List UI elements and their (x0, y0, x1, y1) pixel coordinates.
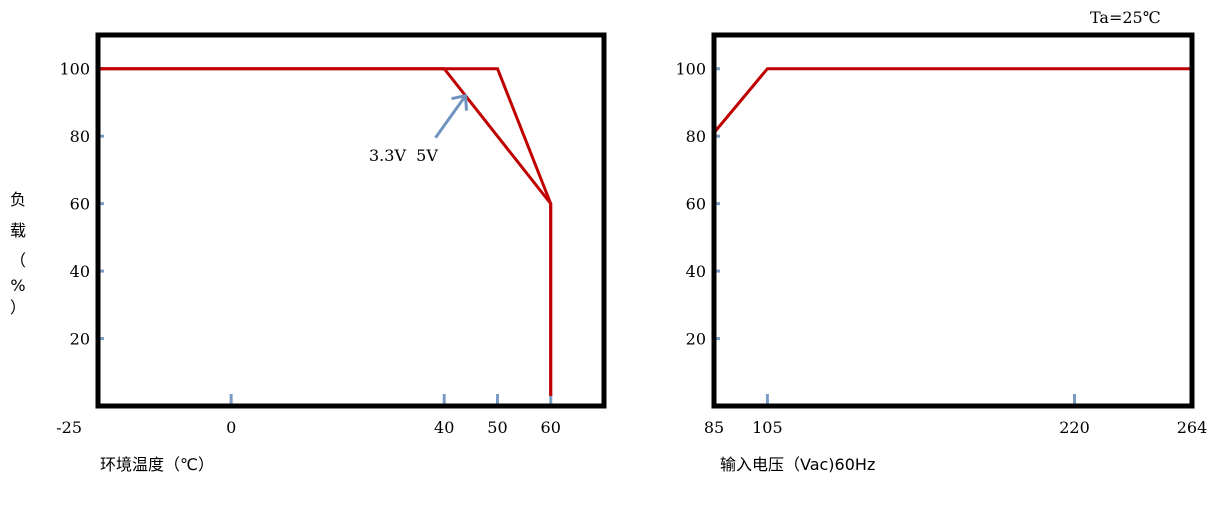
y-tick-label: 80 (686, 127, 706, 146)
series-line (98, 67, 553, 396)
x-tick-label: 85 (704, 418, 724, 437)
annotation-arrow (434, 94, 467, 139)
x-tick-label: 105 (752, 418, 783, 437)
y-tick-label: 20 (686, 330, 706, 349)
x-tick-label: 60 (541, 418, 561, 437)
chart-title: Ta=25℃ (1090, 8, 1161, 27)
annotation-arrowhead (451, 93, 469, 111)
x-tick-label: 50 (487, 418, 507, 437)
y-tick-label: 40 (70, 262, 90, 281)
y-axis-label-char: （ (10, 251, 26, 270)
x-tick-label: 220 (1059, 418, 1090, 437)
x-tick-label: -25 (56, 418, 82, 437)
series-line (712, 67, 1192, 134)
x-axis-label: 环境温度（℃） (100, 455, 214, 474)
y-tick-label: 20 (70, 330, 90, 349)
y-tick-label: 40 (686, 262, 706, 281)
input-voltage-derating-chart: 20 40 60 80 100 85 105 220 264 Ta=25℃ 输入电压（Vac)6… (675, 8, 1207, 474)
y-axis-label-char: % (10, 276, 25, 295)
temperature-derating-chart: 20 40 60 80 100 -25 0 40 50 60 3.3V 5V 环境温度（℃） (56, 32, 607, 474)
y-tick-label: 80 (70, 127, 90, 146)
series-annotation: 3.3V 5V (369, 146, 438, 165)
x-tick-label: 264 (1177, 418, 1208, 437)
y-axis-label-char: 载 (10, 221, 26, 240)
x-tick-label: 0 (226, 418, 236, 437)
y-tick-label: 60 (686, 195, 706, 214)
x-tick-label: 40 (434, 418, 454, 437)
y-tick-label: 100 (59, 60, 90, 79)
y-axis-label: 负 载 （ % ） (10, 190, 26, 317)
y-axis-label-char: 负 (10, 190, 26, 209)
series-line (98, 67, 553, 396)
y-axis-label-char: ） (10, 298, 26, 317)
plot-frame (711, 32, 1195, 409)
x-axis-label: 输入电压（Vac)60Hz (720, 455, 875, 474)
y-tick-label: 60 (70, 195, 90, 214)
plot-frame (95, 32, 607, 409)
y-tick-label: 100 (675, 60, 706, 79)
